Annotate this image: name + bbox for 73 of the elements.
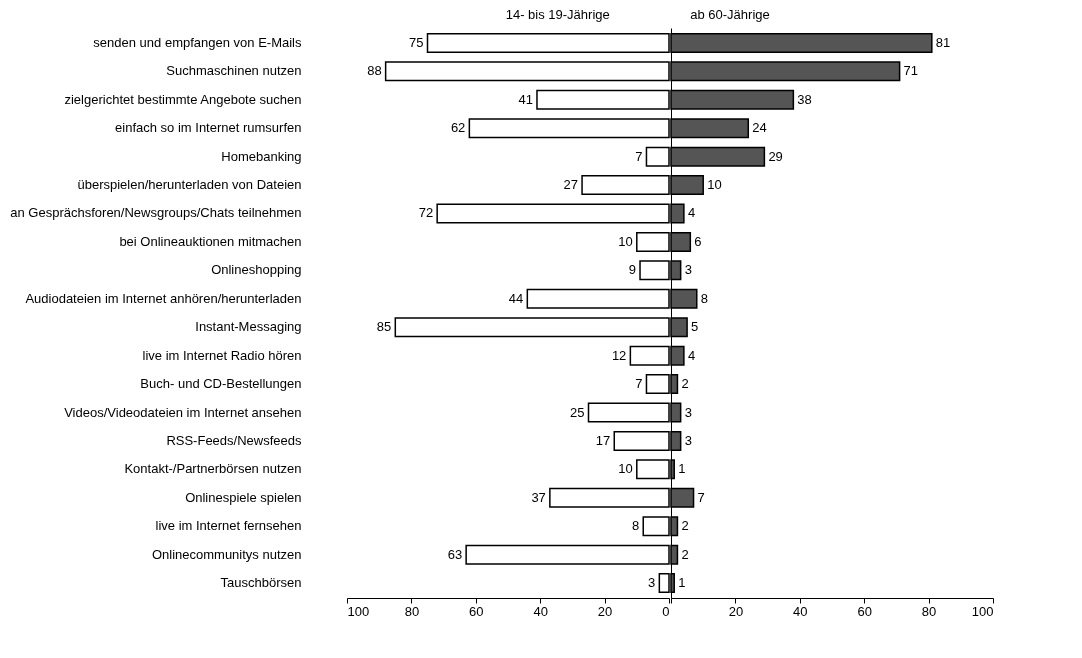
data-label: 81 — [935, 34, 951, 50]
data-label: 37 — [531, 489, 546, 505]
data-label: 38 — [797, 91, 812, 107]
chart-title: 14- bis 19-Jährige — [505, 7, 610, 22]
data-label: 8 — [632, 518, 640, 534]
y-tick-label: einfach so im Internet rumsurfen — [115, 120, 302, 136]
x-tick-label: 100 — [347, 603, 370, 619]
y-tick-label: Homebanking — [221, 148, 302, 164]
data-label: 29 — [768, 148, 783, 164]
data-label: 1 — [678, 575, 686, 591]
data-label: 4 — [687, 205, 696, 221]
x-tick-label: 80 — [404, 603, 420, 619]
data-label: 25 — [570, 404, 585, 420]
data-label: 88 — [367, 63, 382, 79]
data-label: 3 — [684, 432, 692, 448]
data-label: 6 — [694, 233, 702, 249]
y-tick-label: Onlinespiele spielen — [185, 489, 302, 505]
data-label: 24 — [752, 120, 767, 136]
y-tick-label: live im Internet Radio hören — [142, 347, 302, 363]
data-label: 3 — [684, 262, 692, 278]
data-label: 1 — [678, 461, 686, 477]
y-tick-label: zielgerichtet bestimmte Angebote suchen — [64, 91, 302, 107]
y-tick-label: Onlinecommunitys nutzen — [151, 546, 302, 562]
data-label: 2 — [681, 546, 689, 562]
y-tick-label: Buch- und CD-Bestellungen — [140, 376, 302, 392]
y-tick-label: Instant-Messaging — [195, 319, 302, 335]
y-tick-label: an Gesprächsforen/Newsgroups/Chats teilnehmen — [10, 205, 302, 221]
x-tick-label: 80 — [921, 603, 937, 619]
x-tick-label: 60 — [857, 603, 872, 619]
data-label: 71 — [903, 63, 919, 79]
data-label: 17 — [595, 432, 611, 448]
data-label: 7 — [635, 376, 643, 392]
y-tick-label: Kontakt-/Partnerbörsen nutzen — [124, 461, 302, 477]
data-label: 10 — [707, 177, 722, 193]
y-tick-label: Suchmaschinen nutzen — [166, 63, 302, 79]
data-label: 7 — [635, 148, 643, 164]
y-tick-label: RSS-Feeds/Newsfeeds — [166, 432, 302, 448]
data-label: 10 — [618, 233, 633, 249]
y-tick-label: Videos/Videodateien im Internet ansehen — [64, 404, 302, 420]
data-label: 27 — [563, 177, 579, 193]
data-label: 5 — [691, 319, 699, 335]
data-label: 62 — [450, 120, 466, 136]
chart-title: ab 60-Jährige — [690, 7, 770, 22]
x-tick-label: 0 — [662, 603, 670, 619]
data-label: 2 — [681, 376, 689, 392]
data-label: 9 — [628, 262, 637, 278]
y-tick-label: live im Internet fernsehen — [155, 518, 302, 534]
data-label: 2 — [681, 518, 689, 534]
y-tick-label: Onlineshopping — [211, 262, 302, 278]
data-label: 85 — [376, 319, 392, 335]
x-tick-label: 20 — [597, 603, 613, 619]
data-label: 4 — [687, 347, 696, 363]
x-tick-label: 20 — [728, 603, 744, 619]
y-tick-label: senden und empfangen von E-Mails — [93, 34, 302, 50]
data-label: 72 — [418, 205, 434, 221]
x-tick-label: 40 — [533, 603, 548, 619]
data-label: 3 — [648, 575, 656, 591]
y-tick-label: Tauschbörsen — [220, 575, 302, 591]
y-tick-label: Audiodateien im Internet anhören/herunterladen — [25, 290, 302, 306]
data-label: 12 — [611, 347, 627, 363]
data-label: 7 — [697, 489, 705, 505]
y-tick-label: überspielen/herunterladen von Dateien — [77, 177, 302, 193]
data-label: 63 — [447, 546, 463, 562]
data-label: 3 — [684, 404, 692, 420]
data-label: 75 — [409, 34, 424, 50]
x-tick-label: 100 — [971, 603, 994, 619]
x-tick-label: 40 — [793, 603, 808, 619]
data-label: 41 — [518, 91, 533, 107]
data-label: 44 — [508, 290, 524, 306]
data-label: 8 — [700, 290, 708, 306]
x-tick-label: 60 — [469, 603, 484, 619]
y-tick-label: bei Onlineauktionen mitmachen — [119, 233, 302, 249]
data-label: 10 — [618, 461, 633, 477]
